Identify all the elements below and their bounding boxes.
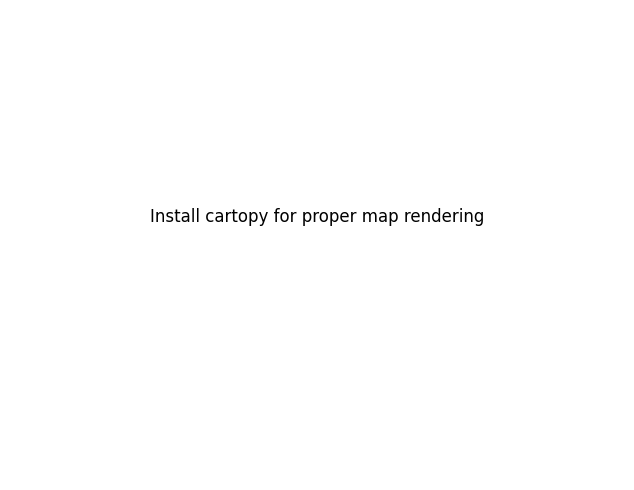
Bar [3,451,27,472]
Bar [306,451,330,472]
Bar [120,451,143,472]
Bar [96,451,120,472]
Text: 0.5: 0.5 [31,476,45,486]
Polygon shape [330,451,347,472]
Text: Fr 31-05-2024 00..06 UTC (00+06): Fr 31-05-2024 00..06 UTC (00+06) [431,438,631,448]
Bar [283,451,306,472]
Text: 15: 15 [150,476,159,486]
Text: Install cartopy for proper map rendering: Install cartopy for proper map rendering [150,208,484,226]
Text: 35: 35 [243,476,253,486]
Bar [50,451,73,472]
Text: 5: 5 [106,476,110,486]
Text: 50: 50 [313,476,323,486]
Bar [190,451,213,472]
Text: 40: 40 [267,476,276,486]
Bar [73,451,96,472]
Text: 20: 20 [174,476,183,486]
Text: 2: 2 [82,476,87,486]
Text: Precipitation (6h) [mm] ECMWF: Precipitation (6h) [mm] ECMWF [3,438,184,448]
Bar [27,451,50,472]
Text: 0.1: 0.1 [8,476,22,486]
Text: 45: 45 [290,476,299,486]
Bar [166,451,190,472]
Text: 30: 30 [220,476,230,486]
Text: 25: 25 [197,476,206,486]
Bar [236,451,260,472]
Bar [143,451,167,472]
Bar [260,451,283,472]
Bar [213,451,236,472]
Text: © weatheronline.co.uk: © weatheronline.co.uk [507,473,631,483]
Text: 10: 10 [127,476,136,486]
Text: 1: 1 [59,476,64,486]
